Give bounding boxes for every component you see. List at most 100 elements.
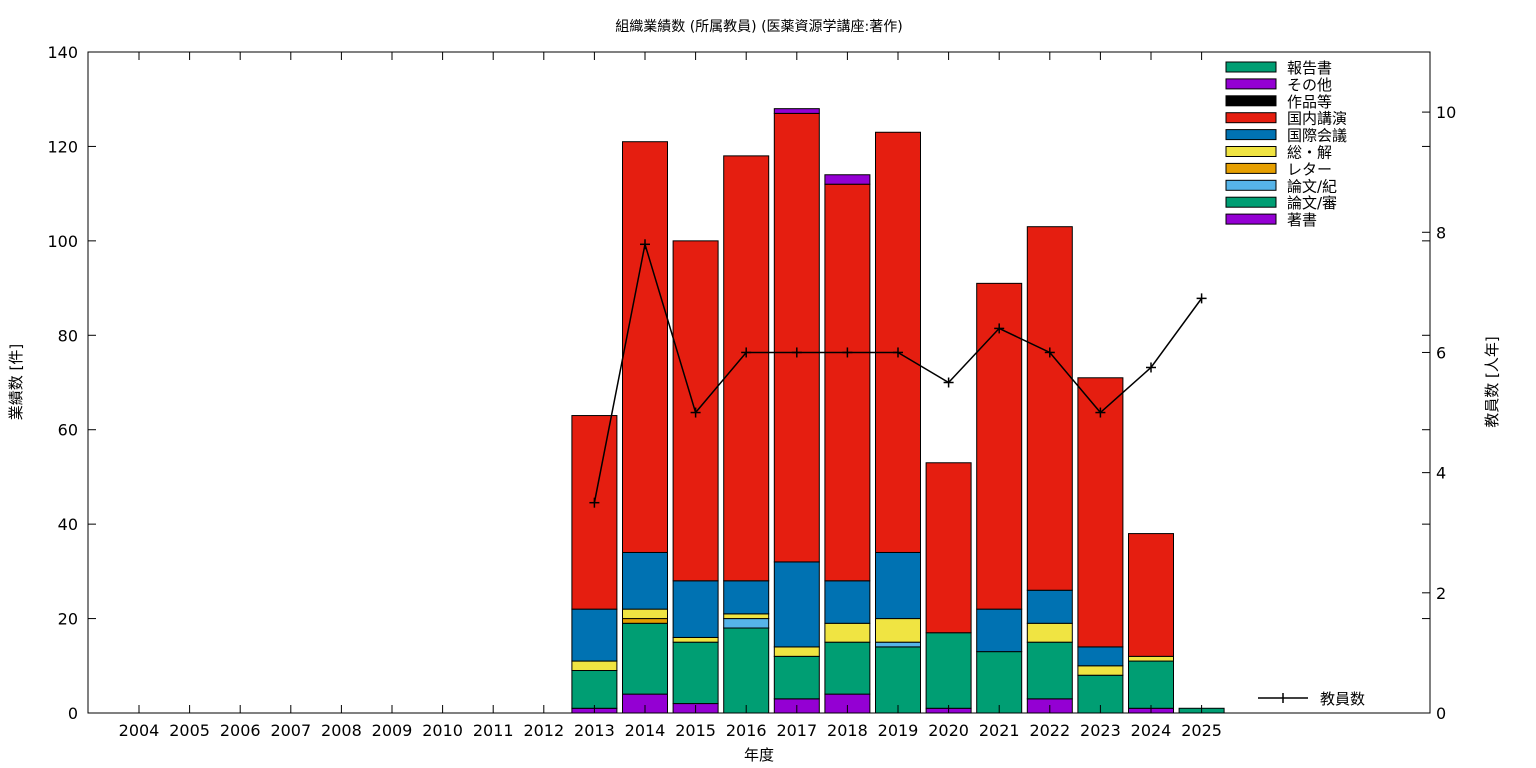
y-tick-label: 80 [58,326,78,345]
legend-label: 教員数 [1320,690,1365,708]
legend-item: 著書 [1225,211,1317,229]
y-axis-label: 業績数 [件] [7,344,25,420]
line-point-2025 [1196,293,1207,304]
y2-axis-label: 教員数 [人年] [1483,336,1501,427]
y2-tick-label: 2 [1436,584,1446,603]
x-tick-label: 2022 [1029,721,1070,740]
line-point-2015 [690,407,701,418]
x-tick-label: 2016 [726,721,767,740]
bar-2022-series-1 [1026,641,1073,700]
legend-label: 論文/紀 [1287,177,1337,195]
bar-2024-series-4 [1128,655,1174,662]
y2-tick-label: 10 [1436,103,1456,122]
bar-2013-series-6 [571,415,618,610]
line-point-2019 [893,347,903,358]
bar-2016-series-2 [723,618,770,629]
x-tick-label: 2011 [473,721,514,740]
bar-2023-series-5 [1077,646,1124,667]
x-tick-label: 2006 [220,721,261,740]
bar-2023-series-6 [1077,377,1124,648]
x-tick-label: 2020 [928,721,969,740]
bar-2014-series-6 [622,141,668,553]
x-tick-label: 2024 [1131,721,1172,740]
y2-tick-label: 6 [1436,343,1446,362]
y2-tick-label: 4 [1436,464,1446,483]
bar-2019-series-1 [875,646,921,714]
x-tick-label: 2012 [523,721,564,740]
bar-2016-series-1 [723,627,770,714]
x-tick-label: 2023 [1080,721,1121,740]
bar-2015-series-4 [672,636,719,643]
bar-2013-series-5 [571,608,618,662]
y-tick-label: 100 [47,232,78,251]
x-tick-label: 2014 [625,721,666,740]
legend-label: レター [1287,160,1332,178]
legend-item-line: 教員数 [1258,690,1365,708]
legend-swatch [1225,196,1277,208]
line-point-2021 [994,323,1005,334]
bar-2014-series-4 [622,608,668,620]
x-tick-label: 2007 [270,721,311,740]
legend-item: 国際会議 [1225,127,1347,145]
legend-swatch [1225,61,1277,73]
legend-label: 国内講演 [1287,110,1347,128]
legend-label: その他 [1287,76,1332,94]
legend-label: 報告書 [1287,59,1332,77]
bar-2014-series-3 [622,618,668,624]
bar-2023-series-4 [1077,665,1124,676]
bar-2014-series-5 [622,551,668,610]
bar-2018-series-5 [824,580,871,624]
bar-2014-series-1 [622,622,668,695]
y-tick-label: 60 [58,421,78,440]
bars-layer [571,108,1225,714]
x-axis-label: 年度 [744,746,774,764]
bar-2013-series-4 [571,660,618,672]
bar-2021-series-1 [976,651,1023,714]
line-point-2017 [791,347,802,358]
legend-swatch [1225,129,1277,141]
bar-2021-series-6 [976,282,1023,610]
legend-item: 論文/審 [1225,194,1337,212]
bar-2019-series-2 [875,641,921,648]
legend-label: 著書 [1287,211,1317,229]
legend-swatch [1225,213,1277,225]
bar-2018-series-6 [824,183,871,582]
legend-swatch [1225,162,1277,174]
bar-2022-series-6 [1026,226,1073,591]
y2-tick-label: 0 [1436,704,1446,723]
x-tick-label: 2010 [422,721,463,740]
y-tick-label: 120 [47,137,78,156]
plot-frame [87,51,1431,714]
y-tick-label: 40 [58,515,78,534]
bar-2020-series-6 [925,462,972,634]
bar-2017-series-4 [773,646,820,657]
line-point-2020 [943,377,954,388]
x-tick-label: 2008 [321,721,362,740]
x-tick-label: 2015 [675,721,716,740]
legend-label: 論文/審 [1287,194,1337,212]
y2-tick-label: 8 [1436,223,1446,242]
legend-item: 総・解 [1225,144,1332,162]
chart-title: 組織業績数 (所属教員) (医薬資源学講座:著作) [615,19,902,35]
y-tick-label: 140 [47,43,78,62]
x-tick-label: 2019 [878,721,919,740]
x-tick-label: 2018 [827,721,868,740]
bar-2019-series-4 [875,618,921,643]
line-point-2016 [741,347,752,358]
bar-2016-series-5 [723,580,770,615]
line-point-2013 [589,497,600,508]
legend-label: 作品等 [1287,93,1332,111]
bar-2021-series-5 [976,608,1023,653]
bar-2022-series-5 [1026,589,1073,624]
bar-2017-series-6 [773,112,820,563]
bar-2018-series-8 [824,174,871,185]
bar-2019-series-5 [875,551,921,620]
x-tick-label: 2005 [169,721,210,740]
legend-item: その他 [1225,76,1332,94]
legend-label: 総・解 [1287,144,1332,162]
bar-2016-series-4 [723,613,770,620]
bar-2018-series-4 [824,622,871,643]
bar-2019-series-6 [875,131,921,553]
legend-label: 国際会議 [1287,127,1347,145]
